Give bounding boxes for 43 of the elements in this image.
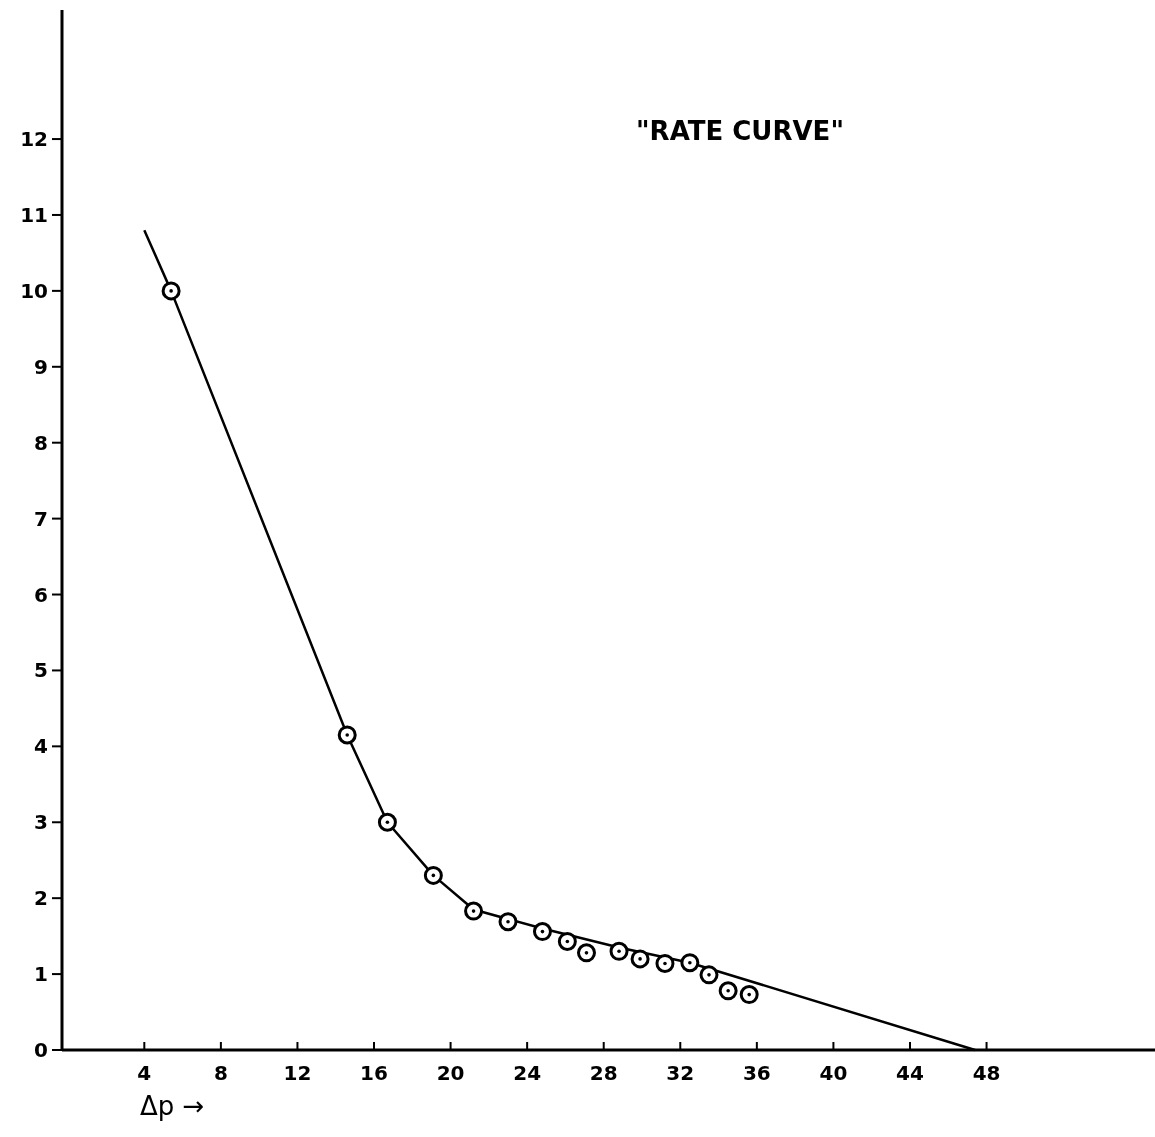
point <box>532 922 552 942</box>
point <box>576 943 596 963</box>
x-tick-label: 12 <box>283 1061 312 1085</box>
point <box>423 865 443 885</box>
point <box>718 981 738 1001</box>
x-tick-label: 48 <box>972 1061 1001 1085</box>
x-tick-label: 44 <box>896 1061 924 1085</box>
y-tick-label: 0 <box>34 1038 48 1062</box>
x-tick-label: 36 <box>742 1061 771 1085</box>
y-tick-label: 9 <box>34 354 48 379</box>
point <box>557 931 577 951</box>
x-tick-label: 4 <box>137 1061 152 1085</box>
x-tick-label: 32 <box>666 1061 695 1085</box>
point <box>337 725 357 745</box>
x-axis-title: Δp → <box>140 1091 205 1121</box>
point <box>699 965 719 985</box>
point <box>161 281 181 301</box>
y-tick-label: 4 <box>34 734 48 759</box>
y-tick-label: 1 <box>34 962 48 987</box>
point <box>680 953 700 973</box>
y-tick-label: 12 <box>20 127 48 152</box>
y-tick-label: 10 <box>20 278 48 303</box>
y-tick-label: 11 <box>20 202 48 227</box>
y-tick-label: 8 <box>34 430 48 455</box>
point <box>377 812 397 832</box>
x-tick-label: 8 <box>213 1061 228 1085</box>
y-tick-label: 5 <box>34 658 48 683</box>
text: "RATE CURVE" <box>636 116 844 146</box>
point <box>739 985 759 1005</box>
x-tick-label: 28 <box>589 1061 618 1085</box>
point <box>630 949 650 969</box>
point <box>609 941 629 961</box>
x-tick-label: 40 <box>819 1061 848 1085</box>
point <box>464 901 484 921</box>
y-tick-label: 7 <box>34 506 48 531</box>
point <box>498 912 518 932</box>
y-tick-label: 2 <box>34 886 48 911</box>
point <box>655 953 675 973</box>
x-tick-label: 24 <box>513 1061 542 1085</box>
x-tick-label: 20 <box>436 1061 465 1085</box>
y-tick-label: 3 <box>34 810 48 835</box>
x-tick-label: 16 <box>360 1061 388 1085</box>
y-tick-label: 6 <box>34 582 48 607</box>
